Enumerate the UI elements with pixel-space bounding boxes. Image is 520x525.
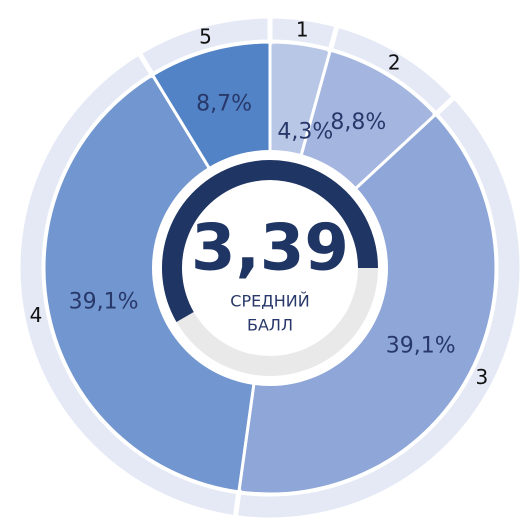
slice-label: 39,1% — [386, 334, 456, 359]
category-label: 3 — [476, 365, 489, 389]
category-label: 4 — [30, 303, 43, 327]
center-value: 3,39 — [191, 212, 349, 286]
category-label: 2 — [388, 50, 401, 74]
slice-label: 8,7% — [196, 91, 252, 116]
center-disc — [152, 150, 388, 386]
slice-label: 4,3% — [277, 120, 333, 145]
gauge-arc — [162, 160, 378, 322]
center-caption: БАЛЛ — [247, 316, 293, 335]
category-label: 1 — [296, 18, 309, 42]
slice-label: 8,8% — [330, 110, 386, 135]
category-label: 5 — [199, 24, 212, 48]
center-caption: СРЕДНИЙ — [230, 292, 309, 311]
slice-label: 39,1% — [69, 289, 139, 314]
